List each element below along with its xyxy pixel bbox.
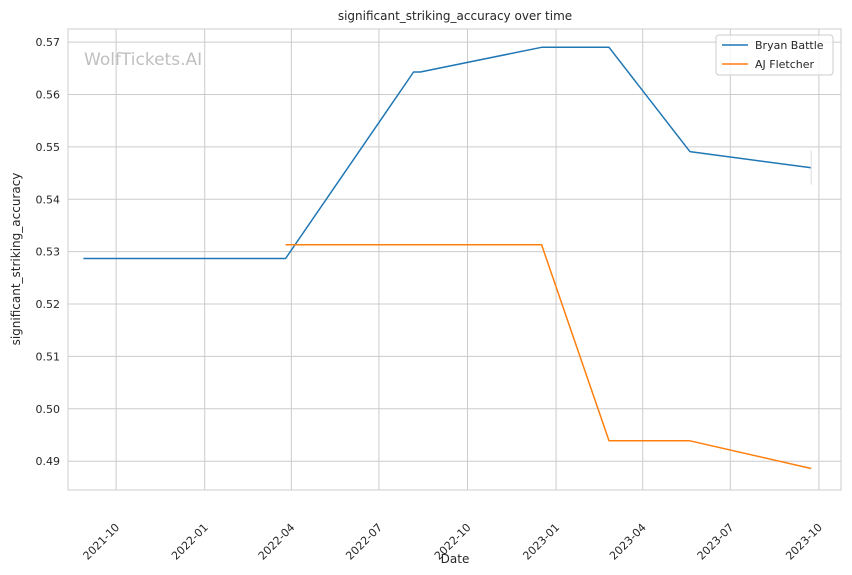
y-tick-label: 0.50 bbox=[36, 403, 61, 416]
x-tick-label: 2023-01 bbox=[520, 521, 562, 563]
y-tick-label: 0.51 bbox=[36, 350, 61, 363]
chart-title: significant_striking_accuracy over time bbox=[338, 9, 572, 23]
x-tick-label: 2023-04 bbox=[607, 521, 649, 563]
x-tick-label: 2022-04 bbox=[256, 521, 298, 563]
y-tick-label: 0.53 bbox=[36, 246, 61, 259]
legend-label-bryan-battle: Bryan Battle bbox=[755, 39, 824, 52]
x-axis-label: Date bbox=[441, 552, 470, 566]
grid-lines bbox=[68, 29, 841, 490]
x-tick-label: 2021-10 bbox=[81, 521, 123, 563]
y-axis-label: significant_striking_accuracy bbox=[9, 173, 23, 346]
legend-label-aj-fletcher: AJ Fletcher bbox=[755, 58, 815, 71]
x-tick-label: 2023-07 bbox=[695, 521, 737, 563]
y-tick-label: 0.54 bbox=[36, 193, 61, 206]
series-line-aj-fletcher bbox=[285, 244, 812, 470]
y-tick-label: 0.52 bbox=[36, 298, 61, 311]
y-tick-label: 0.56 bbox=[36, 88, 61, 101]
y-tick-label: 0.57 bbox=[36, 36, 61, 49]
x-tick-label: 2023-10 bbox=[783, 521, 825, 563]
plot-area bbox=[67, 28, 842, 491]
x-tick-label: 2022-07 bbox=[343, 521, 385, 563]
legend: Bryan Battle AJ Fletcher bbox=[715, 34, 834, 76]
x-tick-label: 2022-01 bbox=[169, 521, 211, 563]
watermark: WolfTickets.AI bbox=[84, 50, 202, 70]
y-tick-label: 0.55 bbox=[36, 141, 61, 154]
series-lines bbox=[83, 46, 812, 470]
series-line-bryan-battle bbox=[83, 46, 812, 260]
y-tick-labels: 0.49 0.50 0.51 0.52 0.53 0.54 0.55 0.56 0.57 bbox=[36, 36, 61, 468]
y-tick-label: 0.49 bbox=[36, 455, 61, 468]
